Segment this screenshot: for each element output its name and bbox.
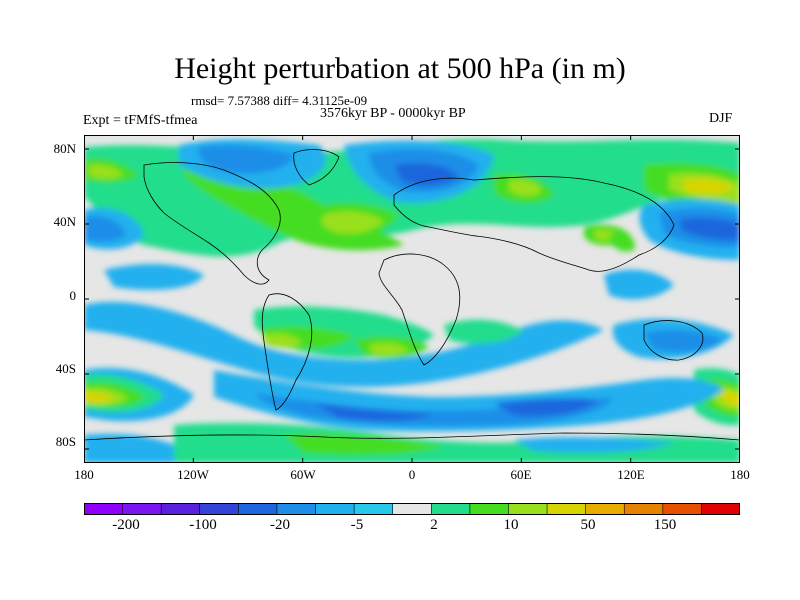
colorbar-box — [508, 503, 548, 515]
colorbar-box — [122, 503, 162, 515]
colorbar-box — [623, 503, 664, 515]
contour-fill — [84, 138, 740, 463]
colorbar-box — [199, 503, 240, 515]
x-tick-180e: 180 — [730, 467, 750, 482]
x-tick-60e: 60E — [510, 467, 532, 482]
colorbar-label-neg100: -100 — [189, 517, 217, 533]
y-tick-0: 0 — [69, 288, 77, 303]
x-tick-120e: 120E — [617, 467, 645, 482]
season-label: DJF — [709, 111, 733, 126]
stats-line: rmsd= 7.57388 diff= 4.31125e-09 — [191, 93, 368, 108]
greenland-outline — [293, 149, 340, 186]
colorbar-box — [276, 503, 317, 515]
colorbar-label-neg20: -20 — [270, 517, 290, 533]
colorbar-box — [469, 503, 510, 515]
coastlines — [84, 149, 740, 441]
x-tick-120w: 120W — [177, 467, 209, 482]
x-tick-180w: 180 — [74, 467, 94, 482]
colorbar-box — [160, 503, 201, 515]
colorbar-box — [585, 503, 626, 515]
plot-title: Height perturbation at 500 hPa (in m) — [174, 52, 626, 85]
map-panel — [84, 135, 740, 463]
colorbar-box — [353, 503, 394, 515]
colorbar-box — [662, 503, 703, 515]
y-tick-40n: 40N — [53, 214, 76, 229]
south-america-outline — [261, 293, 313, 411]
y-tick-80s: 80S — [55, 434, 76, 449]
colorbar-label-10: 10 — [503, 517, 519, 533]
colorbar-label-2: 2 — [430, 517, 438, 533]
axis-ticks — [84, 135, 740, 463]
colorbar-box — [546, 503, 587, 515]
antarctica-outline — [84, 432, 740, 441]
colorbar-label-50: 50 — [580, 517, 596, 533]
colorbar-box — [430, 503, 471, 515]
colorbar-label-150: 150 — [653, 517, 677, 533]
x-tick-60w: 60W — [290, 467, 316, 482]
australia-outline — [643, 320, 704, 361]
colorbar-label-neg200: -200 — [112, 517, 140, 533]
y-tick-40s: 40S — [55, 361, 76, 376]
colorbar-box — [392, 503, 433, 515]
experiment-label: Expt = tFMfS-tfmea — [83, 113, 198, 128]
colorbar-box — [238, 503, 278, 515]
colorbar-label-neg5: -5 — [350, 517, 364, 533]
colorbar-box — [701, 503, 740, 515]
y-tick-80n: 80N — [53, 141, 76, 156]
eurasia-outline — [393, 176, 675, 272]
colorbar-box — [315, 503, 355, 515]
x-tick-0: 0 — [408, 467, 416, 482]
period-label: 3576kyr BP - 0000kyr BP — [320, 106, 466, 121]
colorbar — [84, 503, 740, 515]
africa-outline — [378, 253, 461, 366]
north-america-outline — [143, 162, 281, 285]
colorbar-box — [84, 503, 124, 515]
